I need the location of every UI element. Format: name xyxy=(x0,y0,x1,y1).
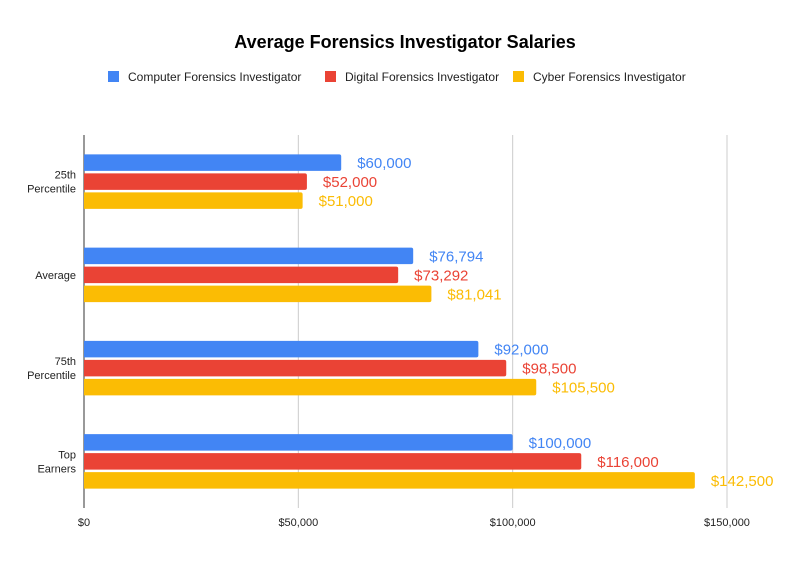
data-label: $60,000 xyxy=(357,155,411,172)
bar xyxy=(84,247,414,265)
data-label: $116,000 xyxy=(597,454,658,471)
bar xyxy=(84,453,582,470)
legend-label: Digital Forensics Investigator xyxy=(345,70,499,84)
legend-swatch xyxy=(325,71,336,82)
legend-label: Computer Forensics Investigator xyxy=(128,70,301,84)
y-tick-label: Earners xyxy=(37,463,76,475)
bar xyxy=(84,434,513,451)
data-label: $142,500 xyxy=(711,473,774,490)
bars: $60,000 $52,000 $51,000 $76,794 $73,292 $81,0… xyxy=(84,154,773,490)
bar xyxy=(84,359,507,377)
y-tick-label: Percentile xyxy=(27,184,76,196)
bar xyxy=(84,266,399,284)
bar xyxy=(84,192,303,209)
data-label: $73,292 xyxy=(414,267,468,284)
y-tick-label: Top xyxy=(58,449,76,461)
y-tick-label: 25th xyxy=(55,170,76,182)
data-label: $92,000 xyxy=(494,342,548,359)
y-tick-label: 75th xyxy=(55,356,76,368)
x-axis-labels: $0 $50,000 $100,000 $150,000 xyxy=(78,517,750,529)
chart-title: Average Forensics Investigator Salaries xyxy=(234,32,576,52)
bar xyxy=(84,340,479,358)
y-tick-label: Percentile xyxy=(27,370,76,382)
legend-swatch xyxy=(108,71,119,82)
bar xyxy=(84,173,307,190)
x-tick-label: $100,000 xyxy=(490,517,536,529)
x-tick-label: $50,000 xyxy=(278,517,318,529)
data-label: $51,000 xyxy=(319,193,373,210)
gridlines xyxy=(83,135,728,508)
x-tick-label: $150,000 xyxy=(704,517,750,529)
bar xyxy=(84,472,695,489)
bar xyxy=(84,378,537,396)
legend: Computer Forensics Investigator Digital F… xyxy=(108,70,686,84)
legend-label: Cyber Forensics Investigator xyxy=(533,70,686,84)
data-label: $100,000 xyxy=(529,435,592,452)
x-tick-label: $0 xyxy=(78,517,90,529)
data-label: $98,500 xyxy=(522,361,576,378)
y-axis-labels: 25th Percentile Average 75th Percentile Top Ea… xyxy=(27,170,76,476)
data-label: $105,500 xyxy=(552,380,615,397)
bar xyxy=(84,154,342,171)
data-label: $52,000 xyxy=(323,174,377,191)
y-tick-label: Average xyxy=(35,270,76,282)
legend-swatch xyxy=(513,71,524,82)
bar xyxy=(84,285,432,303)
data-label: $81,041 xyxy=(447,286,501,303)
data-label: $76,794 xyxy=(429,248,483,265)
